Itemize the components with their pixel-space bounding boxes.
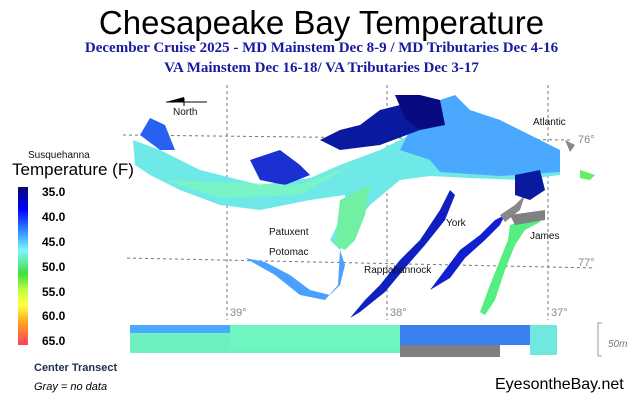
legend-tick: 45.0	[42, 235, 66, 249]
center-transect-profile	[130, 325, 557, 357]
subtitle-line-2: VA Mainstem Dec 16-18/ VA Tributaries De…	[164, 60, 479, 76]
legend-title: Temperature (F)	[12, 160, 134, 179]
lon-77: 77°	[578, 257, 595, 269]
depth-scale-label: 50m	[608, 339, 628, 350]
label-rappahannock: Rappahannock	[364, 265, 432, 276]
legend-tick: 35.0	[42, 185, 66, 199]
page-title: Chesapeake Bay Temperature	[98, 4, 545, 41]
label-atlantic: Atlantic	[533, 117, 566, 128]
legend-tick: 50.0	[42, 260, 66, 274]
label-york: York	[446, 218, 466, 229]
north-label: North	[173, 107, 198, 118]
gray-no-data-note: Gray = no data	[34, 381, 108, 393]
center-transect-label: Center Transect	[34, 362, 118, 374]
legend-color-bar	[18, 187, 28, 345]
label-potomac: Potomac	[269, 247, 309, 258]
legend-tick: 40.0	[42, 210, 66, 224]
legend-tick: 65.0	[42, 334, 66, 348]
legend-tick: 60.0	[42, 309, 66, 323]
brand-link[interactable]: EyesontheBay.net	[495, 376, 624, 393]
label-james: James	[530, 231, 560, 242]
lat-39: 39°	[230, 307, 247, 319]
north-arrow-icon	[166, 97, 207, 106]
lat-38: 38°	[390, 307, 407, 319]
label-susquehanna: Susquehanna	[28, 150, 90, 161]
label-patuxent: Patuxent	[269, 227, 309, 238]
lat-37: 37°	[551, 307, 568, 319]
legend-tick: 55.0	[42, 285, 66, 299]
depth-scale-bar	[597, 322, 602, 357]
bay-water	[133, 95, 595, 318]
lon-76: 76°	[578, 134, 595, 146]
subtitle-line-1: December Cruise 2025 - MD Mainstem Dec 8…	[84, 40, 559, 56]
